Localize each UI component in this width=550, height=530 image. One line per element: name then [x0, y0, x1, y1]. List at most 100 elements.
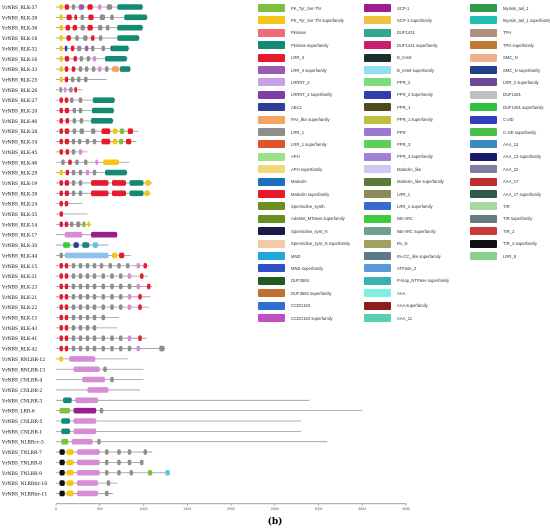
legend-swatch — [364, 66, 391, 74]
legend-swatch — [470, 41, 497, 50]
legend-item: PPR_3 — [364, 140, 411, 149]
domain-block — [77, 76, 81, 83]
legend-swatch — [258, 66, 285, 74]
domain-block — [64, 128, 70, 134]
x-tick-label: 2000 — [227, 507, 235, 511]
row-label: VrNBS_RLK-44 — [1, 253, 37, 259]
legend-label: Rx-CC_like superfamily — [397, 253, 441, 259]
domain-block — [77, 45, 82, 52]
domain-block — [78, 66, 83, 72]
domain-block — [59, 252, 63, 259]
domain-block — [78, 283, 83, 290]
legend-swatch — [258, 103, 285, 112]
row-label: VrNBS_RLK-26 — [1, 88, 37, 94]
legend-swatch — [470, 202, 497, 211]
legend-swatch — [470, 66, 497, 74]
row-label: VrNBS_RLK-21 — [1, 295, 37, 301]
domain-block — [71, 262, 76, 269]
legend-swatch — [258, 90, 285, 99]
legend-swatch — [258, 4, 285, 12]
row-label: VrNBS_RLK-13 — [1, 316, 37, 322]
legend-label: Malectin_like superfamily — [397, 179, 444, 185]
row-label: VrNBS_RLK-19 — [1, 181, 37, 187]
legend-label: LRR_2 superfamily — [503, 79, 539, 85]
domain-block — [105, 169, 127, 176]
domain-block — [84, 76, 88, 83]
row-label: VrNBS_LRR-6 — [1, 409, 35, 415]
domain-block — [64, 55, 70, 62]
domain-block — [78, 325, 83, 331]
legend-swatch — [364, 115, 391, 124]
domain-block — [101, 273, 105, 279]
domain-block — [66, 480, 74, 486]
domain-block — [84, 45, 89, 52]
row-label: VrNBS_RLK-38 — [1, 15, 37, 21]
domain-block — [91, 128, 96, 134]
legend-swatch — [364, 53, 391, 62]
legend-item: Malectin_like — [364, 165, 421, 174]
legend-item: AAA — [364, 289, 406, 298]
domain-block — [59, 76, 63, 83]
legend-swatch — [364, 276, 391, 285]
legend-label: PPR_3 — [397, 141, 411, 147]
legend-item: TPH — [470, 28, 511, 37]
domain-block — [136, 283, 140, 290]
domain-block — [87, 24, 93, 31]
domain-block — [66, 459, 74, 466]
legend-label: AAA_13 superfamily — [503, 154, 541, 160]
legend-swatch — [364, 214, 391, 223]
domain-block — [78, 335, 83, 341]
domain-block — [110, 283, 114, 290]
domain-block — [75, 159, 79, 166]
domain-block — [73, 428, 97, 435]
domain-block — [78, 273, 83, 279]
domain-block — [71, 190, 76, 197]
legend-item: Myosin_tail_1 — [470, 4, 529, 12]
domain-block — [63, 87, 67, 93]
legend-item: ABC1 — [258, 103, 302, 112]
domain-block — [92, 335, 97, 341]
domain-block — [84, 66, 89, 72]
domain-block — [106, 480, 111, 486]
legend-swatch — [258, 165, 285, 174]
domain-block — [74, 14, 77, 21]
row-label: VrNBS_CNLRR-3 — [1, 398, 42, 404]
legend-label: AAA — [397, 290, 406, 296]
legend-item: DUF1431 superfamily — [364, 41, 438, 50]
domain-block — [77, 480, 98, 486]
row-label: VrNBS_CNLRR-4 — [1, 378, 42, 384]
legend-item: TIR_2 superfamily — [470, 239, 537, 248]
domain-block — [59, 128, 63, 134]
domain-block — [64, 107, 70, 114]
legend-item: C-JID superfamily — [470, 128, 536, 136]
legend-label: PPR_1 superfamily — [397, 117, 433, 123]
domain-block — [105, 24, 110, 31]
domain-block — [59, 87, 63, 93]
domain-block — [138, 304, 142, 310]
row-label: VrNBS_RLK-22 — [1, 305, 37, 311]
legend-item: Malectin superfamily — [258, 190, 329, 198]
legend-swatch — [258, 252, 285, 260]
domain-block — [140, 273, 144, 279]
domain-block — [101, 128, 111, 134]
row-label: VrNBS_NLRRtir-11 — [1, 491, 47, 497]
domain-block — [71, 169, 76, 176]
domain-block — [82, 221, 86, 228]
domain-block — [59, 107, 63, 114]
domain-block — [59, 221, 63, 228]
domain-block — [71, 345, 76, 352]
domain-block — [88, 14, 94, 21]
row-label: VrNBS_RLK-23 — [1, 284, 37, 290]
legend-label: PK_Tyr_Ser-Thr — [291, 5, 322, 11]
domain-block — [92, 55, 97, 62]
legend-swatch — [364, 140, 391, 149]
legend-swatch — [364, 227, 391, 236]
legend-label: AAA_22 — [503, 166, 519, 172]
legend-label: DUF1431 superfamily — [397, 42, 438, 48]
domain-block — [105, 66, 109, 72]
legend-swatch — [364, 103, 391, 112]
domain-block — [101, 45, 105, 52]
domain-block — [63, 242, 70, 248]
legend-item: PK_Tyr_Ser-Thr — [258, 4, 321, 12]
domain-block — [71, 325, 76, 331]
